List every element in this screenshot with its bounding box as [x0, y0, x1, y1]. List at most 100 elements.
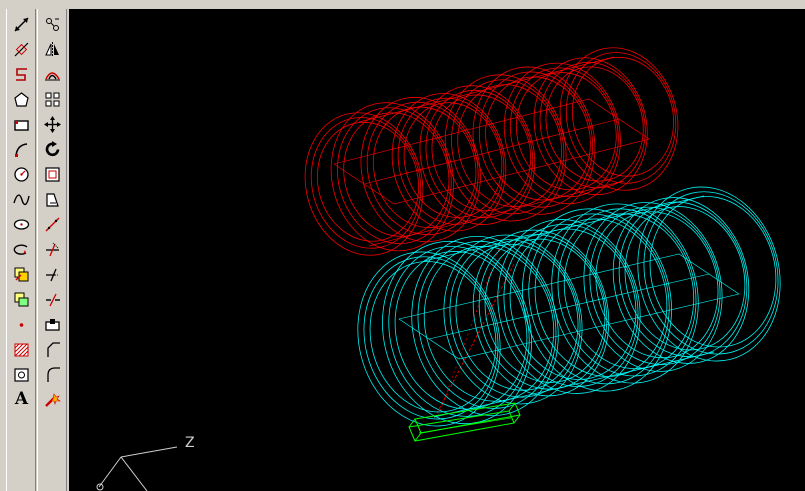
line-icon: [14, 16, 29, 32]
green-block-edge: [508, 402, 516, 412]
modify-extend-button[interactable]: [40, 263, 65, 285]
red-cylinder-ring: [559, 47, 679, 191]
move-icon: [44, 115, 61, 133]
modify-scale-button[interactable]: [40, 163, 65, 185]
polyline-icon: [16, 67, 27, 81]
cyan-cylinder-ring: [583, 202, 723, 372]
top-strip: [0, 0, 805, 9]
draw-ellipse-arc-button[interactable]: [9, 238, 34, 260]
draw-toolbar: A: [6, 9, 36, 491]
red-cylinder-ring: [457, 84, 562, 208]
red-cylinder-ring: [444, 74, 567, 222]
modify-toolbar: [37, 9, 67, 491]
extend-icon: [46, 268, 59, 281]
draw-spline-button[interactable]: [9, 188, 34, 210]
draw-rectangle-button[interactable]: [9, 113, 34, 135]
cyan-cylinder-ring: [522, 208, 672, 392]
stretch-icon: [46, 192, 59, 207]
red-cylinder-edge: [358, 56, 615, 123]
insert-block-icon: [14, 267, 29, 281]
offset-icon: [45, 71, 60, 80]
cyan-cylinder-ring: [612, 197, 750, 364]
draw-circle-button[interactable]: [9, 163, 34, 185]
draw-polyline-button[interactable]: [9, 63, 34, 85]
circle-icon: [14, 166, 29, 182]
cyan-cylinder-ring: [643, 191, 779, 355]
red-cylinder-ring: [539, 61, 646, 189]
cyan-cylinder-ring: [509, 228, 637, 380]
red-leader: [438, 248, 500, 415]
red-leader: [433, 263, 515, 420]
modify-move-button[interactable]: [40, 113, 65, 135]
cyan-cylinder-ring: [449, 239, 581, 398]
construction-line-icon: [14, 42, 29, 56]
explode-icon: [45, 392, 61, 407]
ucs-icon: [96, 446, 178, 491]
green-block-edge: [418, 417, 512, 434]
modify-break-button[interactable]: [40, 288, 65, 310]
cyan-cylinder-ring: [388, 245, 530, 417]
modify-fillet-button[interactable]: [40, 363, 65, 385]
red-cylinder-ring: [403, 102, 503, 218]
modify-mirror-button[interactable]: [40, 38, 65, 60]
make-block-icon: [14, 292, 29, 306]
chamfer-icon: [47, 341, 60, 357]
polygon-icon: [14, 91, 29, 107]
ucs-y-axis: [98, 456, 122, 488]
red-cylinder-ring: [472, 66, 596, 215]
draw-line-button[interactable]: [9, 13, 34, 35]
rotate-icon: [45, 140, 60, 156]
modify-lengthen-button[interactable]: [40, 213, 65, 235]
modify-stretch-button[interactable]: [40, 188, 65, 210]
red-cylinder-ring: [397, 97, 505, 225]
modify-chamfer-button[interactable]: [40, 338, 65, 360]
ucs-z-label: Z: [185, 435, 195, 451]
red-cylinder-ring: [515, 72, 617, 191]
modify-array-button[interactable]: [40, 88, 65, 110]
red-cylinder-ring: [485, 76, 591, 201]
modify-explode-button[interactable]: [40, 388, 65, 410]
red-cylinder-ring: [310, 117, 422, 249]
cyan-cylinder-ring: [369, 261, 497, 413]
red-cylinder-axis: [363, 118, 620, 185]
draw-region-button[interactable]: [9, 363, 34, 385]
modify-break-at-point-button[interactable]: [40, 313, 65, 335]
wireframe-scene: [96, 35, 798, 491]
ucs-z-axis: [120, 446, 178, 458]
cyan-cylinder-ring: [624, 206, 746, 351]
green-wireframe-block[interactable]: [408, 402, 521, 442]
draw-point-button[interactable]: [9, 313, 34, 335]
modify-trim-button[interactable]: [40, 238, 65, 260]
cyan-cylinder-edge: [433, 351, 715, 418]
draw-insert-block-button[interactable]: [9, 263, 34, 285]
cyan-cylinder-ring: [363, 256, 499, 420]
draw-polygon-button[interactable]: [9, 88, 34, 110]
draw-hatch-button[interactable]: [9, 338, 34, 360]
trim-icon: [46, 242, 59, 256]
red-wireframe-solid[interactable]: [290, 35, 692, 420]
draw-ellipse-button[interactable]: [9, 213, 34, 235]
cyan-cylinder-ring: [423, 245, 555, 402]
modify-erase-button[interactable]: [40, 13, 65, 35]
modify-rotate-button[interactable]: [40, 138, 65, 160]
cyan-cylinder-ring: [534, 218, 668, 378]
cyan-cylinder-ring: [589, 206, 721, 366]
red-cylinder-ring: [330, 102, 454, 252]
red-cylinder-ring: [304, 112, 424, 256]
cyan-wireframe-solid[interactable]: [340, 172, 798, 442]
draw-multiline-text-button[interactable]: A: [9, 388, 34, 410]
draw-arc-button[interactable]: [9, 138, 34, 160]
cyan-cylinder-ring: [357, 251, 501, 427]
red-cylinder-ring: [478, 71, 594, 208]
break-at-point-icon: [45, 318, 60, 331]
ellipse-arc-icon: [13, 243, 28, 255]
modify-offset-button[interactable]: [40, 63, 65, 85]
draw-make-block-button[interactable]: [9, 288, 34, 310]
drawing-viewport[interactable]: Z: [69, 9, 805, 491]
lengthen-icon: [45, 217, 60, 231]
red-cylinder-ring: [565, 52, 677, 184]
cyan-cylinder-ring: [551, 203, 699, 384]
ucs-origin-marker: [96, 483, 104, 491]
draw-construction-line-button[interactable]: [9, 38, 34, 60]
cyan-cylinder-ring: [472, 229, 610, 397]
